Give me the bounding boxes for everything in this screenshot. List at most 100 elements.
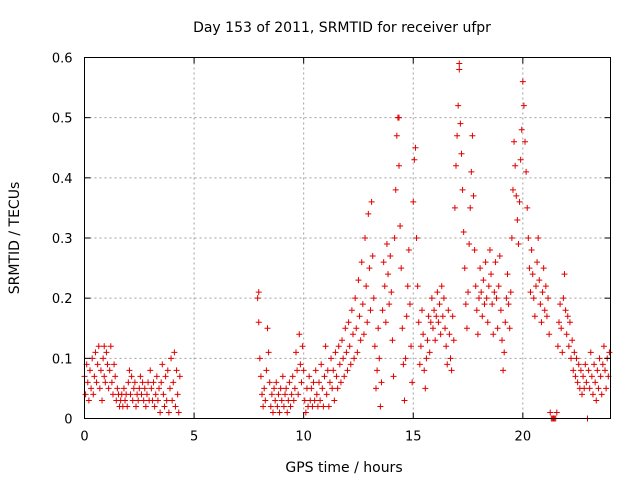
data-point bbox=[313, 391, 320, 398]
data-point bbox=[286, 379, 293, 386]
data-point bbox=[554, 343, 561, 350]
data-point bbox=[90, 391, 97, 398]
data-point bbox=[389, 337, 396, 344]
data-point bbox=[88, 385, 95, 392]
data-point bbox=[559, 349, 566, 356]
data-point bbox=[480, 277, 487, 284]
y-axis-title: SRMTID / TECUs bbox=[7, 182, 23, 295]
data-point bbox=[374, 367, 381, 374]
data-point bbox=[457, 120, 464, 127]
data-point bbox=[345, 319, 352, 326]
data-point bbox=[468, 168, 475, 175]
data-point bbox=[379, 307, 386, 314]
data-point bbox=[492, 259, 499, 266]
data-point bbox=[93, 379, 100, 386]
data-point bbox=[280, 403, 287, 410]
data-point bbox=[130, 385, 137, 392]
data-point bbox=[541, 307, 548, 314]
data-point bbox=[423, 355, 430, 362]
data-point bbox=[137, 373, 144, 380]
data-point bbox=[393, 132, 400, 139]
data-point bbox=[538, 319, 545, 326]
data-point bbox=[96, 385, 103, 392]
data-point bbox=[356, 313, 363, 320]
data-point bbox=[135, 397, 142, 404]
data-point bbox=[267, 403, 274, 410]
data-point bbox=[530, 295, 537, 302]
grid-lines bbox=[84, 57, 611, 419]
data-point bbox=[512, 162, 519, 169]
data-point bbox=[101, 373, 108, 380]
data-point bbox=[515, 241, 522, 248]
data-point bbox=[494, 325, 501, 332]
data-point bbox=[454, 132, 461, 139]
data-point bbox=[490, 331, 497, 338]
data-point bbox=[446, 331, 453, 338]
data-point bbox=[101, 343, 108, 350]
data-point bbox=[439, 313, 446, 320]
data-point bbox=[483, 295, 490, 302]
data-point bbox=[323, 391, 330, 398]
data-point bbox=[520, 102, 527, 109]
data-point bbox=[154, 397, 161, 404]
data-point bbox=[150, 379, 157, 386]
data-point bbox=[290, 397, 297, 404]
data-point bbox=[97, 367, 104, 374]
tick-labels: 0 5 10 15 20 0 0.1 0.2 0.3 0.4 0.5 0.6 bbox=[52, 52, 531, 445]
data-point bbox=[524, 204, 531, 211]
data-point bbox=[330, 367, 337, 374]
data-point bbox=[500, 367, 507, 374]
data-point bbox=[139, 379, 146, 386]
data-point bbox=[261, 385, 268, 392]
data-point bbox=[131, 379, 138, 386]
data-point bbox=[536, 277, 543, 284]
data-point bbox=[597, 373, 604, 380]
data-point bbox=[452, 162, 459, 169]
data-point bbox=[509, 186, 516, 193]
data-point bbox=[372, 385, 379, 392]
data-point bbox=[404, 283, 411, 290]
data-point bbox=[479, 313, 486, 320]
data-point bbox=[143, 391, 150, 398]
data-point bbox=[370, 295, 377, 302]
data-point bbox=[138, 391, 145, 398]
data-point bbox=[508, 235, 515, 241]
data-point bbox=[129, 397, 136, 404]
data-point bbox=[449, 313, 456, 320]
data-point bbox=[337, 379, 344, 386]
data-point bbox=[156, 385, 163, 392]
data-point bbox=[466, 241, 473, 248]
data-point bbox=[175, 409, 182, 416]
data-point bbox=[105, 385, 112, 392]
data-point bbox=[396, 162, 403, 169]
data-point bbox=[277, 385, 284, 392]
data-point bbox=[309, 403, 316, 410]
data-point bbox=[342, 325, 349, 332]
data-point bbox=[581, 385, 588, 392]
data-point bbox=[133, 403, 140, 410]
data-point bbox=[391, 235, 398, 241]
data-point bbox=[324, 367, 331, 374]
data-point bbox=[149, 397, 156, 404]
data-point bbox=[107, 343, 114, 350]
data-point bbox=[170, 379, 177, 386]
data-point bbox=[289, 373, 296, 380]
data-point bbox=[321, 373, 328, 380]
data-point bbox=[469, 132, 476, 139]
data-point bbox=[108, 379, 115, 386]
data-point bbox=[411, 156, 418, 163]
data-point bbox=[136, 385, 143, 392]
data-point bbox=[456, 60, 463, 67]
data-point bbox=[151, 403, 158, 410]
data-point bbox=[499, 337, 506, 344]
data-point bbox=[254, 295, 261, 302]
data-point bbox=[462, 301, 469, 308]
data-point bbox=[390, 373, 397, 380]
data-point bbox=[291, 385, 298, 392]
data-point bbox=[461, 265, 468, 272]
data-point bbox=[312, 367, 319, 374]
data-point bbox=[525, 235, 532, 241]
data-point bbox=[266, 379, 273, 386]
data-point bbox=[438, 283, 445, 290]
data-point bbox=[447, 355, 454, 362]
